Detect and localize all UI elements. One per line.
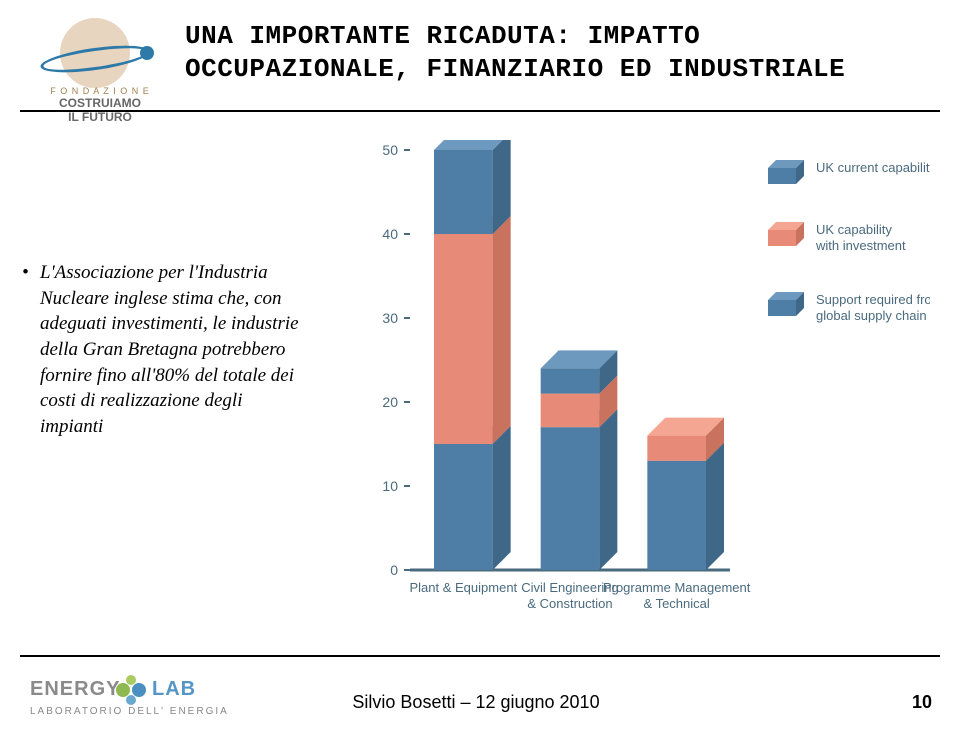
svg-text:UK current capability: UK current capability bbox=[816, 160, 930, 175]
foundation-logo: F O N D A Z I O N E COSTRUIAMO IL FUTURO bbox=[20, 18, 170, 108]
slide-title: UNA IMPORTANTE RICADUTA: IMPATTO OCCUPAZ… bbox=[185, 20, 845, 85]
header-divider bbox=[20, 110, 940, 112]
svg-text:10: 10 bbox=[382, 478, 398, 494]
footer-divider bbox=[20, 655, 940, 657]
slide-footer: ENERGY LAB LABORATORIO DELL' ENERGIA Sil… bbox=[20, 667, 932, 727]
svg-text:0: 0 bbox=[390, 562, 398, 578]
svg-text:Programme Management: Programme Management bbox=[603, 580, 751, 595]
svg-text:UK capability: UK capability bbox=[816, 222, 892, 237]
svg-text:50: 50 bbox=[382, 142, 398, 158]
svg-text:& Technical: & Technical bbox=[644, 596, 710, 611]
title-line2: OCCUPAZIONALE, FINANZIARIO ED INDUSTRIAL… bbox=[185, 53, 845, 86]
title-line1: UNA IMPORTANTE RICADUTA: IMPATTO bbox=[185, 20, 845, 53]
logo-left-line1: F O N D A Z I O N E bbox=[25, 86, 175, 96]
capability-chart: 01020304050Plant & EquipmentCivil Engine… bbox=[350, 140, 930, 620]
footer-center-text: Silvio Bosetti – 12 giugno 2010 bbox=[20, 692, 932, 713]
svg-text:40: 40 bbox=[382, 226, 398, 242]
svg-text:global supply chain: global supply chain bbox=[816, 308, 927, 323]
svg-text:Plant & Equipment: Plant & Equipment bbox=[409, 580, 517, 595]
svg-text:Support required from: Support required from bbox=[816, 292, 930, 307]
slide-header: F O N D A Z I O N E COSTRUIAMO IL FUTURO… bbox=[20, 18, 940, 108]
svg-text:20: 20 bbox=[382, 394, 398, 410]
logo-left-line2a: COSTRUIAMO bbox=[25, 96, 175, 110]
logo-left-line2b: IL FUTURO bbox=[25, 110, 175, 124]
svg-text:30: 30 bbox=[382, 310, 398, 326]
svg-text:& Construction: & Construction bbox=[527, 596, 612, 611]
bullet-paragraph: L'Associazione per l'Industria Nucleare … bbox=[40, 260, 300, 439]
svg-text:with investment: with investment bbox=[815, 238, 906, 253]
page-number: 10 bbox=[912, 692, 932, 713]
